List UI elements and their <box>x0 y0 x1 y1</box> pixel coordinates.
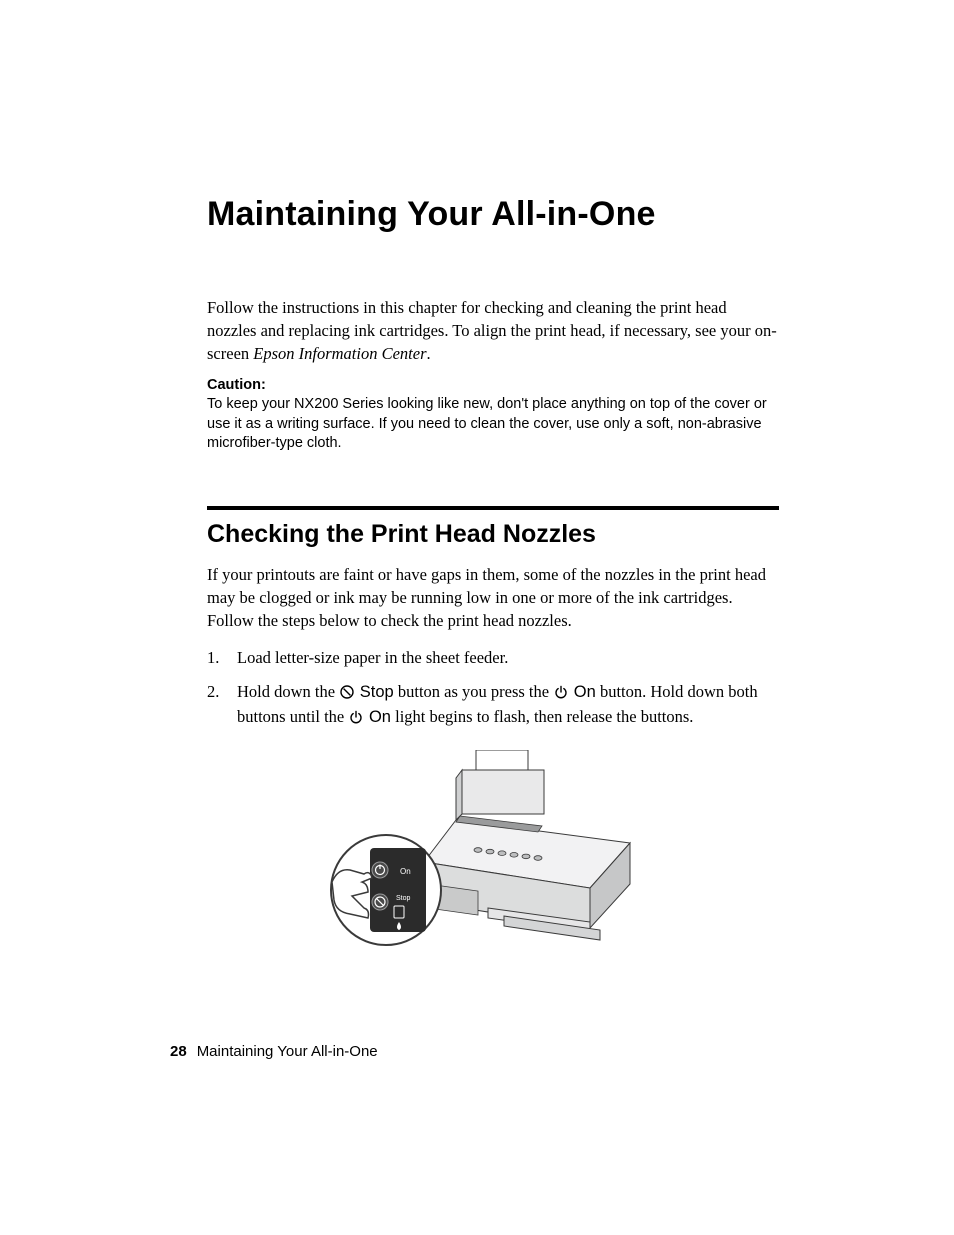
figure-stop-label: Stop <box>396 895 411 902</box>
section-rule <box>207 506 779 510</box>
steps-list: 1.Load letter-size paper in the sheet fe… <box>207 646 779 730</box>
inline-sans-label: Stop <box>355 683 394 701</box>
step-item: 2.Hold down the Stop button as you press… <box>207 680 779 730</box>
figure-container: On Stop <box>207 750 779 970</box>
step-body: Hold down the Stop button as you press t… <box>237 680 779 730</box>
figure-on-label: On <box>400 867 411 876</box>
inline-sans-label: On <box>364 708 391 726</box>
caution-body: To keep your NX200 Series looking like n… <box>207 395 779 454</box>
page-number: 28 <box>170 1043 187 1060</box>
section-intro: If your printouts are faint or have gaps… <box>207 563 779 632</box>
printer-figure-illustration: On Stop <box>328 750 658 970</box>
power-icon <box>349 710 363 724</box>
intro-text-suffix: . <box>427 344 431 363</box>
page-footer: 28 Maintaining Your All-in-One <box>170 1043 378 1060</box>
step-number: 2. <box>207 680 237 730</box>
step-number: 1. <box>207 646 237 670</box>
chapter-title: Maintaining Your All-in-One <box>207 195 779 234</box>
inline-sans-label: On <box>569 683 596 701</box>
step-item: 1.Load letter-size paper in the sheet fe… <box>207 646 779 670</box>
intro-italic: Epson Information Center <box>253 344 426 363</box>
section-title: Checking the Print Head Nozzles <box>207 520 779 549</box>
power-icon <box>554 685 568 699</box>
caution-heading: Caution: <box>207 377 779 393</box>
footer-title: Maintaining Your All-in-One <box>197 1043 378 1060</box>
chapter-intro: Follow the instructions in this chapter … <box>207 296 779 365</box>
stop-icon <box>340 685 354 699</box>
step-body: Load letter-size paper in the sheet feed… <box>237 646 779 670</box>
